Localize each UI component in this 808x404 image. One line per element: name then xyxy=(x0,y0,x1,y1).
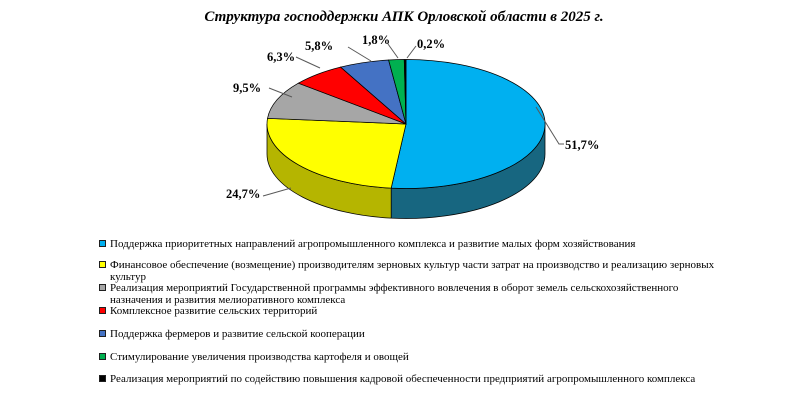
leader-line-1 xyxy=(262,187,292,197)
slice-label-1: 24,7% xyxy=(226,187,260,201)
pie-slice-2 xyxy=(267,82,407,125)
legend-label-3: Комплексное развитие сельских территорий xyxy=(110,305,318,317)
legend-item-2: Реализация мероприятий Государственной п… xyxy=(99,282,724,306)
slice-label-3: 6,3% xyxy=(267,50,295,64)
legend-item-0: Поддержка приоритетных направлений агроп… xyxy=(99,238,724,250)
legend-swatch-0 xyxy=(99,240,106,247)
leader-line-4 xyxy=(347,46,372,62)
legend-item-4: Поддержка фермеров и развитие сельской к… xyxy=(99,328,724,340)
pie-slice-1 xyxy=(266,117,407,189)
legend-swatch-3 xyxy=(99,307,106,314)
legend-item-1: Финансовое обеспечение (возмещение) прои… xyxy=(99,259,724,283)
legend: Поддержка приоритетных направлений агроп… xyxy=(99,236,724,396)
legend-label-1: Финансовое обеспечение (возмещение) прои… xyxy=(110,259,715,283)
leader-line-6 xyxy=(406,45,417,59)
legend-swatch-6 xyxy=(99,375,106,382)
legend-item-6: Реализация мероприятий по содействию пов… xyxy=(99,373,724,385)
legend-swatch-2 xyxy=(99,284,106,291)
leader-line-0 xyxy=(535,106,564,145)
slice-label-0: 51,7% xyxy=(565,138,599,152)
legend-item-3: Комплексное развитие сельских территорий xyxy=(99,305,724,317)
pie-slice-0 xyxy=(390,59,546,189)
slice-label-5: 1,8% xyxy=(362,33,390,47)
slice-label-4: 5,8% xyxy=(305,39,333,53)
legend-item-5: Стимулирование увеличения производства к… xyxy=(99,351,724,363)
pie-slice-6 xyxy=(403,59,407,125)
legend-label-2: Реализация мероприятий Государственной п… xyxy=(110,282,679,306)
slice-label-6: 0,2% xyxy=(417,37,445,51)
legend-label-0: Поддержка приоритетных направлений агроп… xyxy=(110,238,636,250)
legend-swatch-4 xyxy=(99,330,106,337)
legend-label-6: Реализация мероприятий по содействию пов… xyxy=(110,373,696,385)
legend-label-5: Стимулирование увеличения производства к… xyxy=(110,351,409,363)
leader-line-3 xyxy=(295,56,321,69)
legend-label-4: Поддержка фермеров и развитие сельской к… xyxy=(110,328,365,340)
leader-line-2 xyxy=(268,87,293,98)
legend-swatch-1 xyxy=(99,261,106,268)
legend-swatch-5 xyxy=(99,353,106,360)
slice-label-2: 9,5% xyxy=(233,81,261,95)
leader-line-5 xyxy=(387,43,399,59)
chart-title: Структура господдержки АПК Орловской обл… xyxy=(204,9,604,25)
